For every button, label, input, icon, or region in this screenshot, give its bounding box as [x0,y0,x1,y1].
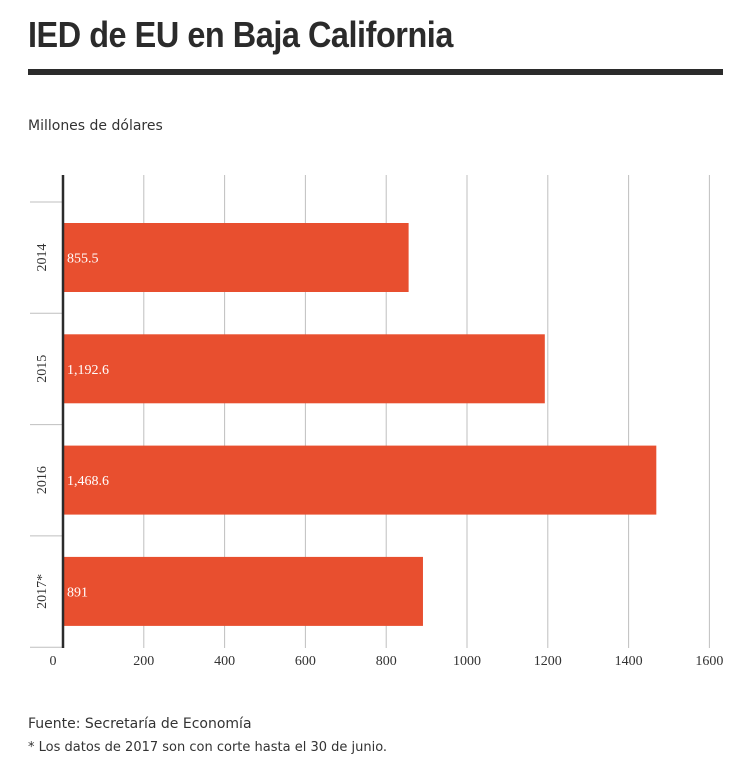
category-label: 2015 [35,355,50,383]
x-tick-label: 1400 [615,654,643,669]
bar [63,223,409,292]
x-tick-label: 400 [214,654,235,669]
x-tick-label: 800 [376,654,397,669]
x-tick-label: 1600 [695,654,723,669]
bar [63,334,545,404]
footnote: * Los datos de 2017 son con corte hasta … [28,740,388,755]
bar-chart: 855.5 2014 1,192.6 2015 1,468.6 2016 891 2017* 0… [30,175,723,669]
bar-value-label: 855.5 [67,252,99,267]
bar-value-label: 1,468.6 [67,474,109,489]
units-label: Millones de dólares [28,118,163,134]
chart-title: IED de EU en Baja California [28,14,453,55]
bar [63,556,423,626]
category-label: 2016 [35,466,50,494]
category-label: 2017* [35,574,50,609]
source-note: Fuente: Secretaría de Economía [28,716,252,732]
x-tick-label: 200 [133,654,154,669]
x-tick-label: 1200 [534,654,562,669]
bar-value-label: 891 [67,585,88,600]
x-tick-label: 0 [50,654,57,669]
bar [63,445,657,515]
x-tick-label: 1000 [453,654,481,669]
x-tick-label: 600 [295,654,316,669]
bar-value-label: 1,192.6 [67,363,109,378]
category-label: 2014 [35,244,50,272]
title-rule [28,69,723,75]
